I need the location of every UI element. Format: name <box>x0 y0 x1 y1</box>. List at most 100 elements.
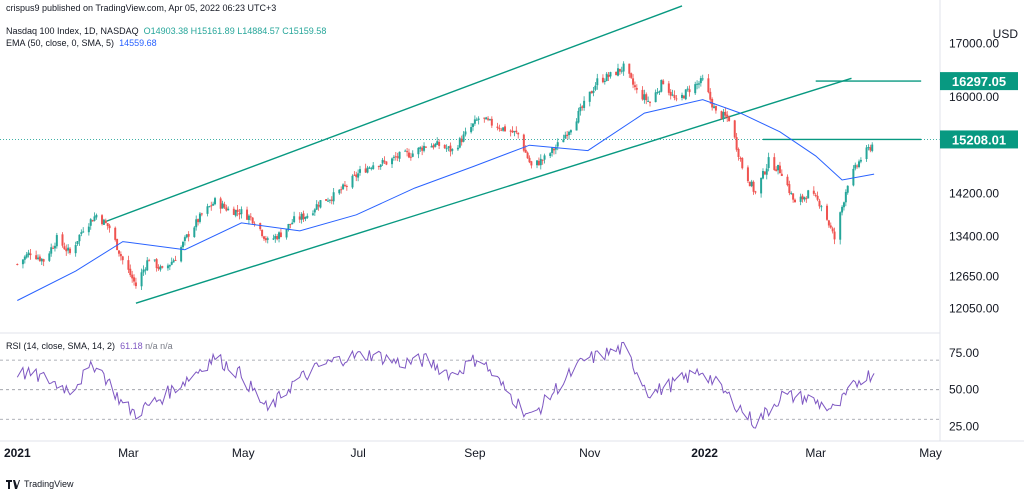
candle-body <box>767 157 770 168</box>
candle-body <box>643 94 646 101</box>
candle-body <box>603 80 606 82</box>
candle-body <box>40 258 43 262</box>
candle-body <box>826 205 829 220</box>
candle-body <box>733 120 736 138</box>
price-tick-label: 13400.00 <box>949 229 999 243</box>
candle-body <box>470 127 473 133</box>
candle-body <box>304 216 307 219</box>
candle-body <box>302 213 305 220</box>
candle-body <box>340 189 343 191</box>
candle-body <box>592 90 595 93</box>
candle-body <box>37 257 40 259</box>
candle-body <box>728 116 731 122</box>
candle-body <box>225 207 228 211</box>
candle-body <box>148 260 151 262</box>
candle-body <box>355 174 358 178</box>
candle-body <box>366 167 369 173</box>
candle-body <box>27 252 30 256</box>
channel-line <box>101 5 683 224</box>
candle-body <box>394 156 397 158</box>
candle-body <box>605 73 608 81</box>
candle-body <box>172 260 175 263</box>
candle-body <box>829 225 832 228</box>
candle-body <box>596 78 599 86</box>
candle-body <box>219 198 222 209</box>
ema-line <box>17 99 875 301</box>
candle-body <box>227 208 230 211</box>
candle-body <box>699 78 702 84</box>
candle-body <box>421 147 424 151</box>
currency-label: USD <box>993 27 1019 41</box>
ema-label: EMA (50, close, 0, SMA, 5) <box>6 38 115 48</box>
candle-body <box>168 264 171 267</box>
candle-body <box>35 255 38 260</box>
time-tick-label: 2022 <box>691 446 718 460</box>
candle-body <box>760 177 763 194</box>
price-pane[interactable] <box>0 5 940 304</box>
candle-body <box>379 164 382 167</box>
candle-body <box>568 131 571 136</box>
candle-body <box>633 85 636 88</box>
candle-body <box>472 123 474 127</box>
candle-body <box>53 245 56 249</box>
candle-body <box>67 247 70 251</box>
tradingview-brand: TradingView <box>24 479 74 489</box>
candle-body <box>262 236 265 239</box>
candle-body <box>251 217 254 224</box>
rsi-pane[interactable] <box>0 341 940 429</box>
candle-body <box>871 144 874 151</box>
candle-body <box>761 171 764 179</box>
close-value: C15159.58 <box>282 26 327 36</box>
candle-body <box>131 274 134 279</box>
candle-body <box>660 79 663 92</box>
candle-body <box>108 225 111 229</box>
candle-body <box>748 181 751 187</box>
candle-body <box>370 168 373 170</box>
candle-body <box>681 94 684 98</box>
candle-body <box>327 200 330 202</box>
price-tick-label: 12050.00 <box>949 302 999 316</box>
candle-body <box>409 156 412 158</box>
candle-body <box>773 157 776 170</box>
candle-body <box>839 212 842 240</box>
candle-body <box>212 203 215 206</box>
candle-body <box>726 114 729 118</box>
candle-body <box>869 147 872 151</box>
candle-body <box>675 98 678 100</box>
candle-body <box>641 89 644 100</box>
candle-body <box>76 241 79 245</box>
candle-body <box>87 226 90 233</box>
candle-body <box>464 131 467 135</box>
candle-body <box>411 153 414 157</box>
candle-body <box>345 185 348 187</box>
candle-body <box>490 118 493 126</box>
rsi-label: RSI (14, close, SMA, 14, 2) <box>6 341 116 351</box>
candle-body <box>754 191 757 193</box>
candle-body <box>330 199 333 201</box>
price-label-box <box>940 130 1018 149</box>
candle-body <box>722 111 725 119</box>
candle-body <box>765 168 768 175</box>
candle-body <box>82 231 85 233</box>
price-label-text: 15208.01 <box>952 132 1006 147</box>
candle-body <box>195 219 198 228</box>
candle-body <box>750 181 753 187</box>
candle-body <box>89 219 92 226</box>
candle-body <box>487 118 490 120</box>
candle-body <box>117 250 120 254</box>
candle-body <box>61 234 64 246</box>
candle-body <box>187 233 190 237</box>
candle-body <box>121 256 124 261</box>
candle-body <box>803 197 806 200</box>
candle-body <box>656 92 659 94</box>
price-tick-label: 14200.00 <box>949 186 999 200</box>
price-label-text: 16297.05 <box>952 74 1006 89</box>
candle-body <box>434 143 437 147</box>
candle-body <box>424 146 427 148</box>
candle-body <box>392 156 395 158</box>
candle-body <box>635 87 638 90</box>
candle-body <box>524 149 527 153</box>
candle-body <box>577 110 580 123</box>
candle-body <box>383 160 386 162</box>
